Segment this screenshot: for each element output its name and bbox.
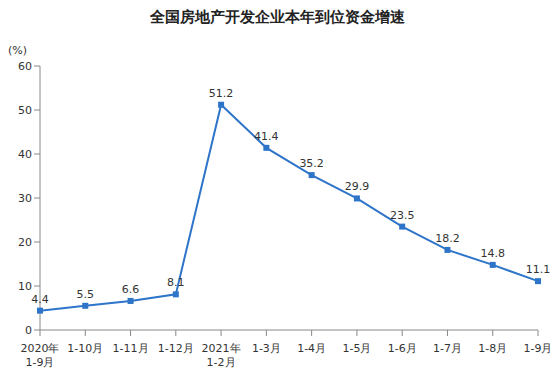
svg-text:50: 50 xyxy=(18,104,32,117)
svg-text:6.6: 6.6 xyxy=(122,283,140,296)
svg-text:2020年1-9月: 2020年1-9月 xyxy=(21,342,60,369)
svg-text:2021年1-2月: 2021年1-2月 xyxy=(202,342,241,369)
svg-text:1-8月: 1-8月 xyxy=(478,342,507,355)
svg-text:1-3月: 1-3月 xyxy=(252,342,281,355)
svg-text:11.1: 11.1 xyxy=(526,263,551,276)
svg-text:4.4: 4.4 xyxy=(31,293,49,306)
svg-text:1-6月: 1-6月 xyxy=(388,342,417,355)
svg-text:1-10月: 1-10月 xyxy=(67,342,103,355)
svg-text:10: 10 xyxy=(18,280,32,293)
svg-text:1-7月: 1-7月 xyxy=(433,342,462,355)
svg-text:14.8: 14.8 xyxy=(480,247,505,260)
svg-text:40: 40 xyxy=(18,148,32,161)
svg-text:1-11月: 1-11月 xyxy=(113,342,149,355)
svg-text:1-5月: 1-5月 xyxy=(342,342,371,355)
svg-text:41.4: 41.4 xyxy=(254,130,279,143)
svg-text:1-4月: 1-4月 xyxy=(297,342,326,355)
svg-text:23.5: 23.5 xyxy=(390,209,415,222)
svg-text:8.1: 8.1 xyxy=(167,276,185,289)
svg-text:30: 30 xyxy=(18,192,32,205)
svg-text:18.2: 18.2 xyxy=(435,232,460,245)
svg-text:51.2: 51.2 xyxy=(209,87,234,100)
svg-text:1-9月: 1-9月 xyxy=(524,342,553,355)
svg-text:60: 60 xyxy=(18,60,32,73)
svg-text:0: 0 xyxy=(25,324,32,337)
svg-text:35.2: 35.2 xyxy=(299,157,324,170)
svg-text:1-12月: 1-12月 xyxy=(158,342,194,355)
svg-text:5.5: 5.5 xyxy=(77,288,95,301)
html-text:全国房地产开发企业本年到位资金增速: 全国房地产开发企业本年到位资金增速 xyxy=(149,8,405,26)
svg-text:29.9: 29.9 xyxy=(345,180,370,193)
svg-text:20: 20 xyxy=(18,236,32,249)
